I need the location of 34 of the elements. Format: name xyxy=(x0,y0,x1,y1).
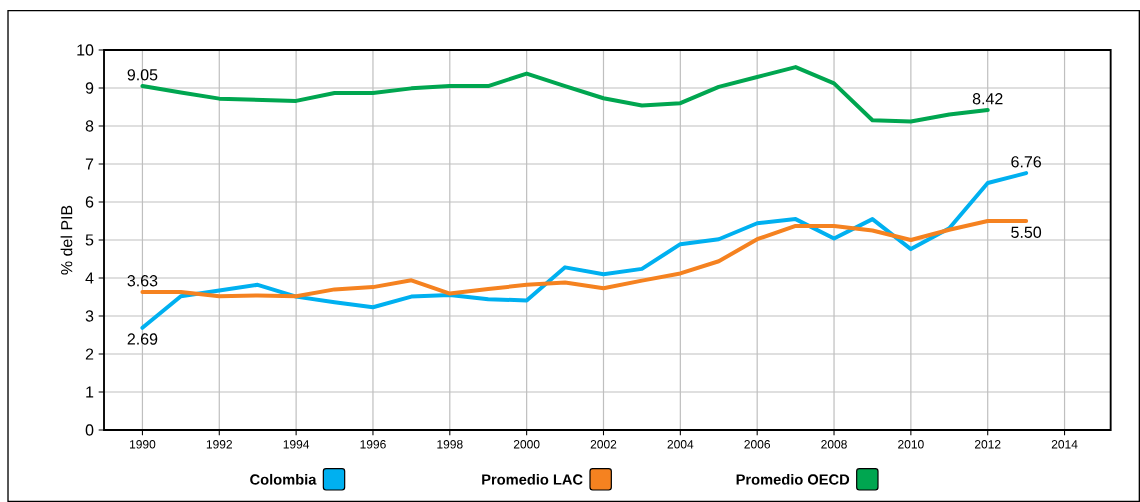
y-tick-label: 5 xyxy=(85,234,94,246)
annotation: 5.50 xyxy=(1011,226,1042,238)
y-tick-label: 3 xyxy=(85,310,94,322)
x-tick-label: 2004 xyxy=(667,440,694,449)
annotation: 3.63 xyxy=(127,275,158,287)
y-axis-title: % del PIB xyxy=(60,205,73,275)
legend-label: Promedio LAC xyxy=(482,473,583,485)
x-tick-label: 2014 xyxy=(1051,440,1078,449)
y-tick-label: 8 xyxy=(85,120,94,132)
y-tick-label: 0 xyxy=(85,424,94,436)
x-tick-label: 2000 xyxy=(513,440,540,449)
legend-label: Colombia xyxy=(250,473,317,485)
y-tick-label: 4 xyxy=(85,272,94,284)
x-tick-label: 2002 xyxy=(590,440,617,449)
x-tick-label: 2008 xyxy=(821,440,847,449)
y-tick-label: 6 xyxy=(85,196,94,208)
annotation: 9.05 xyxy=(127,69,158,81)
x-tick-label: 1992 xyxy=(206,440,233,449)
x-tick-label: 1990 xyxy=(130,440,156,449)
annotation: 2.69 xyxy=(127,333,158,345)
y-tick-label: 9 xyxy=(85,82,94,94)
x-tick-label: 1994 xyxy=(283,440,310,449)
legend-label: Promedio OECD xyxy=(736,473,850,485)
x-tick-label: 1996 xyxy=(360,440,386,449)
annotation: 8.42 xyxy=(972,93,1003,105)
x-tick-label: 2010 xyxy=(898,440,924,449)
y-tick-label: 2 xyxy=(85,348,94,360)
x-tick-label: 2012 xyxy=(974,440,1001,449)
x-tick-label: 1998 xyxy=(437,440,463,449)
y-tick-label: 10 xyxy=(77,44,94,56)
annotation: 6.76 xyxy=(1011,156,1041,168)
y-tick-label: 1 xyxy=(86,386,94,398)
y-tick-label: 7 xyxy=(85,158,94,170)
x-tick-label: 2006 xyxy=(744,440,770,449)
